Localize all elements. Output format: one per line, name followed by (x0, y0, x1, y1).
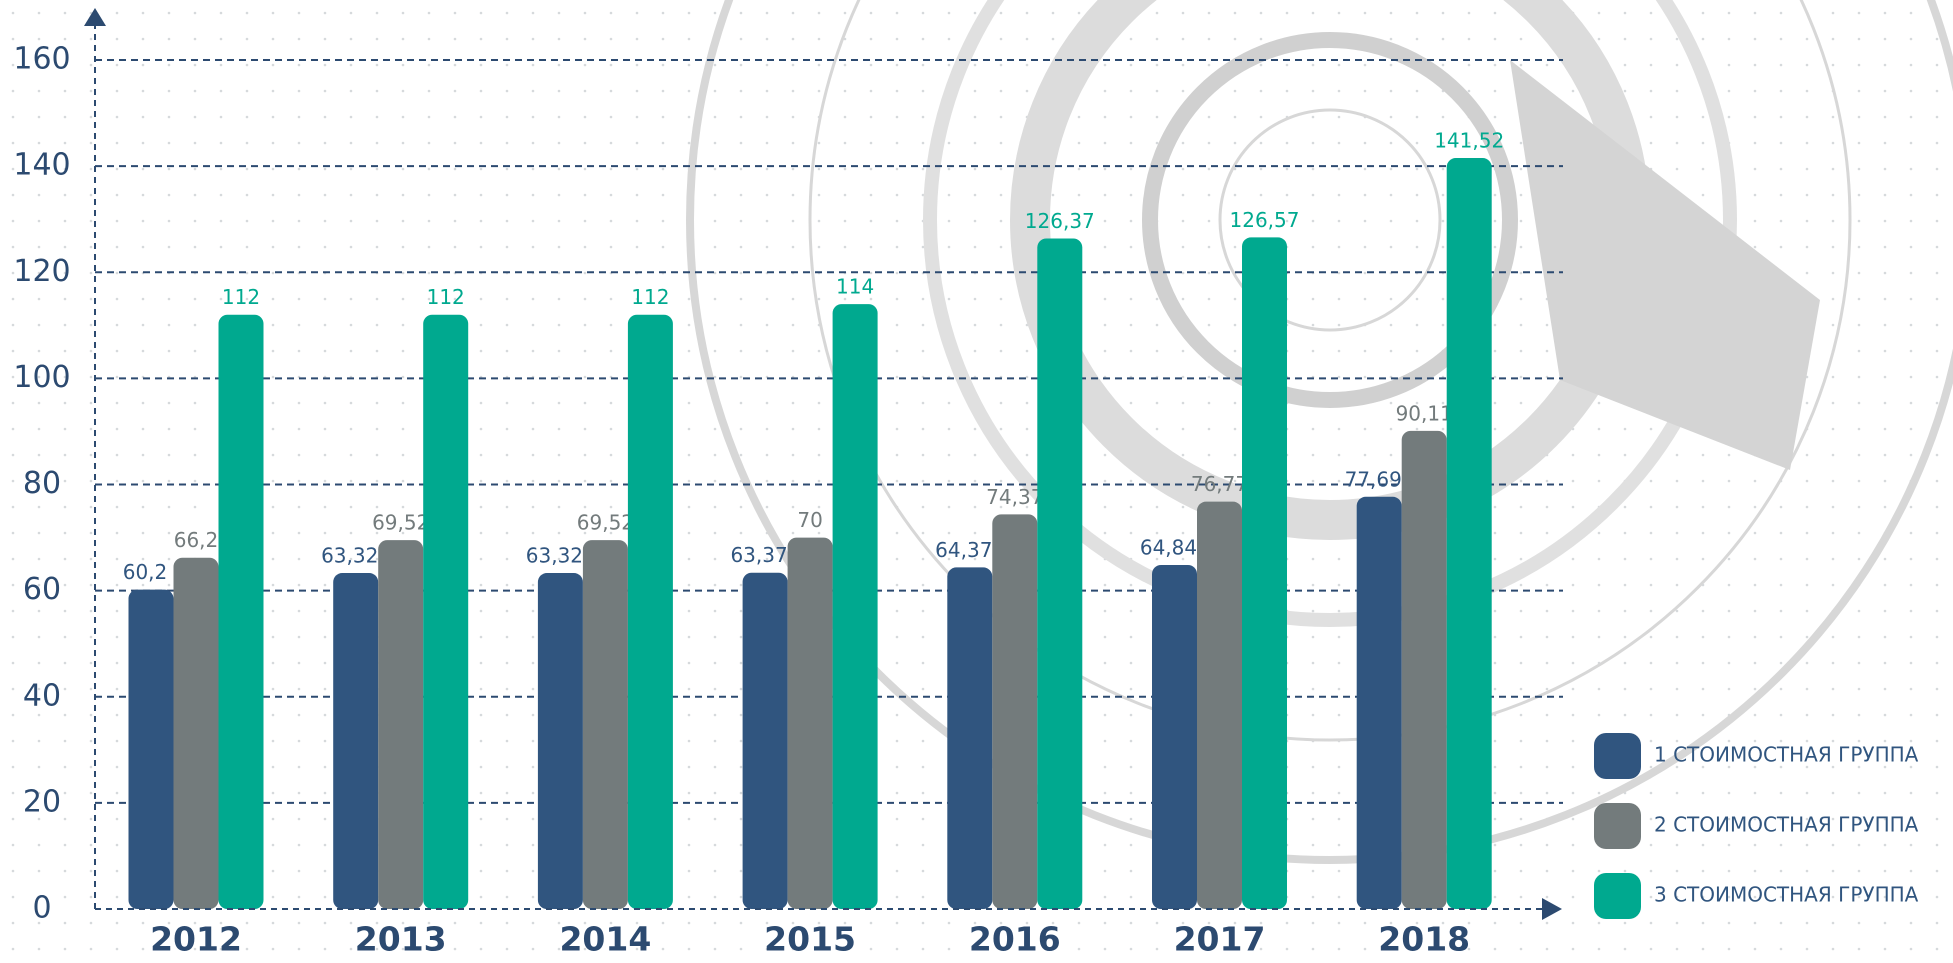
bar (788, 538, 833, 909)
bar (333, 573, 378, 909)
value-label: 70 (797, 508, 822, 532)
legend-label: 3 СТОИМОСТНАЯ ГРУППА (1654, 883, 1919, 907)
y-tick-label: 20 (23, 784, 61, 819)
value-label: 112 (427, 285, 465, 309)
chart: 0 20 40 60 80 100 120 140 160 2012 60,266,2 112 2013… (0, 0, 1953, 959)
y-tick-label: 0 (32, 891, 51, 926)
bar (1402, 431, 1447, 909)
bar (378, 540, 423, 909)
bar (1037, 238, 1082, 909)
x-tick-label: 2014 (559, 920, 651, 959)
value-label: 63,37 (730, 543, 787, 567)
value-label: 63,32 (526, 544, 583, 568)
value-label: 60,2 (123, 560, 168, 584)
bar (583, 540, 628, 909)
y-tick-label: 60 (23, 572, 61, 607)
legend-swatch (1594, 873, 1641, 919)
bar (129, 590, 174, 909)
bar (743, 573, 788, 909)
value-label: 77,69 (1345, 467, 1402, 491)
value-label: 64,84 (1140, 535, 1197, 559)
x-tick-label: 2012 (150, 920, 242, 959)
y-tick-label: 80 (23, 466, 61, 501)
bar (538, 573, 583, 909)
value-label: 112 (631, 285, 669, 309)
legend-swatch (1594, 803, 1641, 849)
bar (1357, 497, 1402, 909)
bar (1242, 237, 1287, 909)
value-label: 76,77 (1191, 472, 1248, 496)
value-label: 90,11 (1396, 401, 1453, 425)
value-label: 141,52 (1434, 129, 1504, 153)
value-label: 64,37 (935, 538, 992, 562)
value-label: 69,52 (372, 511, 429, 535)
legend-label: 2 СТОИМОСТНАЯ ГРУППА (1654, 813, 1919, 837)
value-label: 69,52 (577, 511, 634, 535)
bar (947, 567, 992, 909)
bar (174, 558, 219, 909)
y-tick-label: 100 (13, 360, 70, 395)
value-label: 63,32 (321, 544, 378, 568)
value-label: 114 (836, 275, 874, 299)
x-tick-label: 2017 (1174, 920, 1266, 959)
value-label: 126,57 (1230, 208, 1300, 232)
bar (423, 315, 468, 909)
value-label: 74,37 (986, 485, 1043, 509)
bar (1152, 565, 1197, 909)
value-label: 126,37 (1025, 209, 1095, 233)
y-tick-label: 40 (23, 678, 61, 713)
y-tick-label: 140 (13, 148, 70, 183)
bar (1197, 502, 1242, 909)
x-tick-label: 2013 (355, 920, 447, 959)
value-label: 112 (222, 285, 260, 309)
legend-swatch (1594, 733, 1641, 779)
bar (219, 315, 264, 909)
bar (992, 514, 1037, 909)
x-tick-label: 2015 (764, 920, 856, 959)
value-label: 66,2 (174, 528, 219, 552)
bar (1447, 158, 1492, 909)
x-tick-label: 2016 (969, 920, 1061, 959)
bar (833, 304, 878, 909)
page: 0 20 40 60 80 100 120 140 160 2012 60,266,2 112 2013… (0, 0, 1953, 959)
x-tick-label: 2018 (1378, 920, 1470, 959)
legend-label: 1 СТОИМОСТНАЯ ГРУППА (1654, 743, 1919, 767)
y-tick-label: 160 (13, 42, 70, 77)
bar (628, 315, 673, 909)
y-tick-label: 120 (13, 254, 70, 289)
